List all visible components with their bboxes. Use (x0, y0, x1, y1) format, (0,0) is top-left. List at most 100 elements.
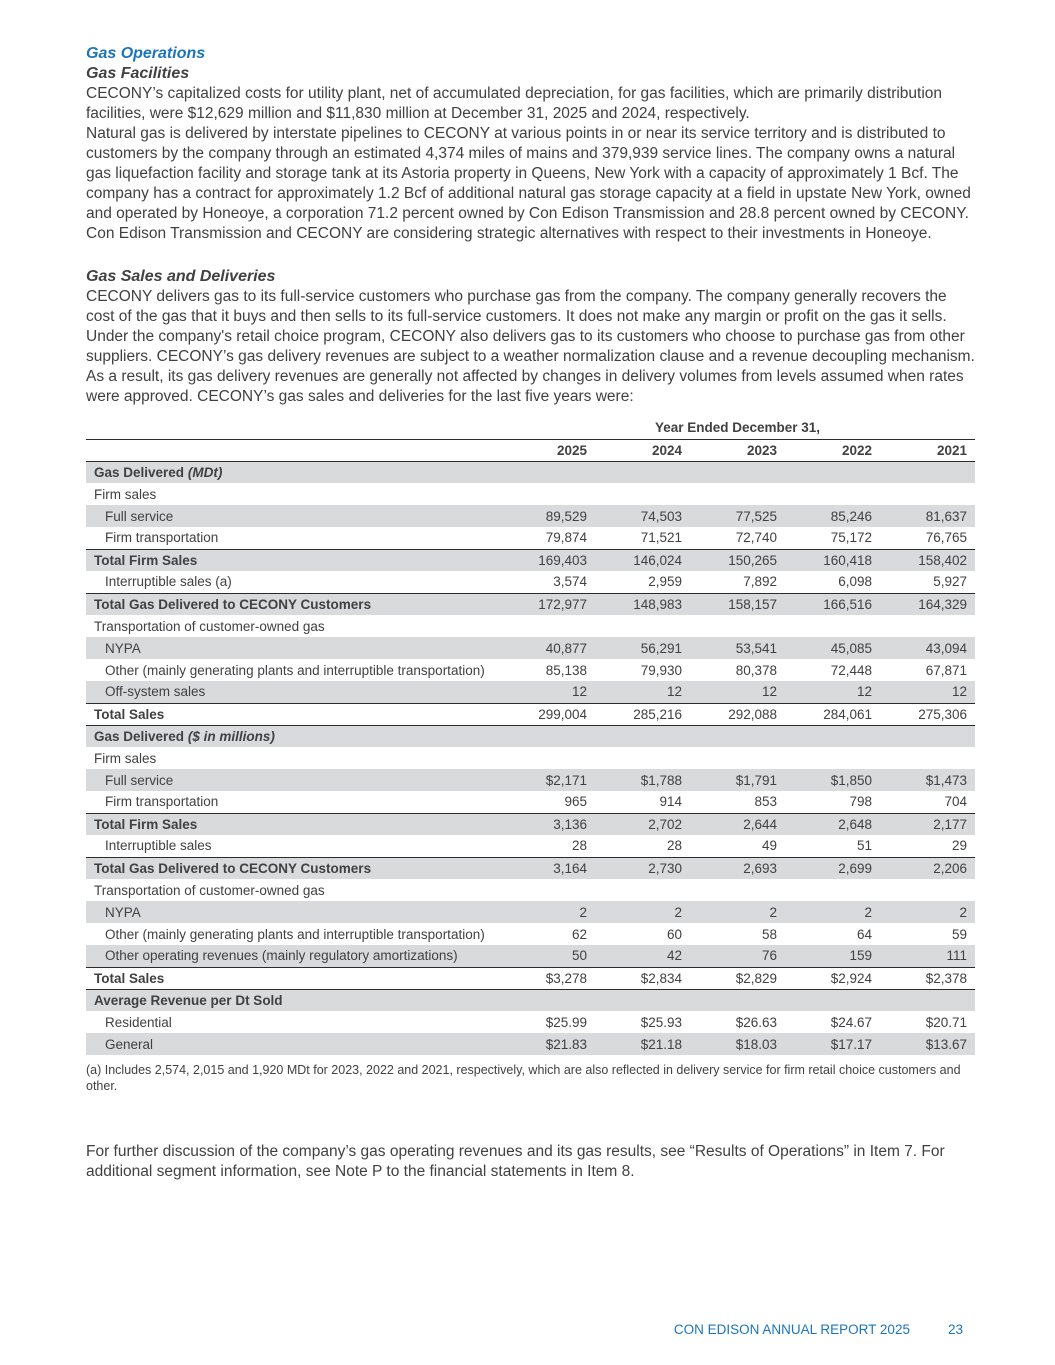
cell-value: $2,378 (880, 966, 976, 990)
cell-value: $13.67 (880, 1033, 976, 1055)
cell-value: 85,246 (785, 505, 880, 527)
cell-value (595, 615, 690, 637)
table-row-total-gas-delivered-to-cecony-customers: Total Gas Delivered to CECONY Customers 1… (86, 592, 976, 615)
year-column-header: 2022 (785, 439, 880, 462)
cell-value: 2,959 (648, 574, 682, 590)
cell-value (880, 483, 975, 505)
table-row-total-firm-sales: Total Firm Sales 3,136 2,702 2,644 2,648 2,17… (86, 812, 976, 835)
row-label: Firm sales (94, 750, 157, 766)
cell-value: 3,136 (500, 812, 595, 835)
table-row-other-mainly-generating-plants-and-interruptible-transportation: Other (mainly generating plants and inte… (86, 923, 975, 945)
cell-value: 164,329 (880, 592, 976, 615)
row-label: Other (mainly generating plants and inte… (105, 926, 485, 942)
table-row-full-service: Full service 89,529 74,503 77,525 85,246 81,6… (86, 505, 976, 527)
cell-value: 160,418 (785, 548, 880, 571)
cell-value: 2,644 (690, 812, 785, 835)
table-row-off-system-sales: Off-system sales 12 12 12 12 12 (86, 681, 976, 703)
cell-value: 29 (951, 838, 968, 854)
table-row-gas-delivered-in-millions: Gas Delivered ($ in millions) (86, 725, 976, 747)
cell-value: $1,850 (785, 769, 880, 791)
cell-value: 72,740 (735, 530, 777, 546)
cell-value: $2,829 (690, 966, 785, 990)
cell-value (785, 461, 880, 483)
table-row-other-operating-revenues-mainly-regulatory-amortizations: Other operating revenues (mainly regulat… (86, 945, 976, 967)
cell-value: 40,877 (500, 637, 595, 659)
table-row-firm-transportation: Firm transportation 965 914 853 798 704 (86, 791, 975, 813)
cell-value: 45,085 (785, 637, 880, 659)
table-years-row: 2025 2024 2023 2022 2021 (86, 439, 976, 462)
cell-value: 3,574 (553, 574, 587, 590)
cell-value: 6,098 (838, 574, 872, 590)
cell-value (690, 725, 785, 747)
empty-header-cell (86, 417, 500, 440)
cell-value: 85,138 (545, 662, 587, 678)
cell-value: $21.18 (595, 1033, 690, 1055)
cell-value: 64 (856, 926, 872, 942)
cell-value: 2 (500, 901, 595, 923)
cell-value (595, 747, 690, 769)
page-footer: CON EDISON ANNUAL REPORT 2025 23 (674, 1322, 963, 1337)
cell-value: 292,088 (690, 702, 785, 726)
table-row-firm-transportation: Firm transportation 79,874 71,521 72,740 75,… (86, 527, 975, 549)
para-gas-facilities-1: CECONY’s capitalized costs for utility p… (86, 85, 943, 122)
row-label: Total Gas Delivered to CECONY Customers (86, 592, 500, 615)
footer-page-number: 23 (947, 1322, 963, 1337)
cell-value: 111 (880, 945, 976, 967)
row-label: Transportation of customer-owned gas (94, 882, 325, 898)
cell-value: $26.63 (735, 1014, 777, 1030)
cell-value: 299,004 (500, 702, 595, 726)
cell-value: 146,024 (595, 548, 690, 571)
cell-value: 71,521 (640, 530, 682, 546)
cell-value: $17.17 (785, 1033, 880, 1055)
cell-value: 72,448 (830, 662, 872, 678)
cell-value: 79,874 (545, 530, 587, 546)
heading-gas-sales-deliveries: Gas Sales and Deliveries (86, 268, 276, 285)
table-row-nypa: NYPA 40,877 56,291 53,541 45,085 43,094 (86, 637, 976, 659)
row-label: NYPA (86, 637, 500, 659)
cell-value: $2,834 (595, 966, 690, 990)
cell-value: $1,788 (595, 769, 690, 791)
row-label: Total Firm Sales (86, 548, 500, 571)
cell-value: 89,529 (500, 505, 595, 527)
table-row-residential: Residential $25.99 $25.93 $26.63 $24.67 $20.7… (86, 1011, 975, 1033)
cell-value (500, 989, 595, 1011)
cell-value: 28 (666, 838, 682, 854)
cell-value: 56,291 (595, 637, 690, 659)
cell-value: 7,892 (743, 574, 777, 590)
cell-value: 2,206 (880, 856, 976, 879)
row-label: Full service (86, 505, 500, 527)
cell-value (595, 879, 690, 901)
cell-value (500, 725, 595, 747)
cell-value: $1,791 (690, 769, 785, 791)
cell-value: 172,977 (500, 592, 595, 615)
row-label: Average Revenue per Dt Sold (86, 989, 500, 1011)
cell-value: 169,403 (500, 548, 595, 571)
cell-value: 74,503 (595, 505, 690, 527)
cell-value: 2,730 (595, 856, 690, 879)
cell-value: 80,378 (735, 662, 777, 678)
cell-value (690, 747, 785, 769)
row-label: General (86, 1033, 500, 1055)
cell-value (785, 989, 880, 1011)
table-span-header-row: Year Ended December 31, (86, 417, 976, 440)
row-label: Interruptible sales (a) (105, 574, 232, 590)
cell-value: 853 (754, 794, 777, 810)
cell-value: 51 (856, 838, 872, 854)
cell-value: 285,216 (595, 702, 690, 726)
cell-value: 275,306 (880, 702, 976, 726)
table-row-total-sales: Total Sales 299,004 285,216 292,088 284,061 2… (86, 702, 976, 726)
cell-value: 5,927 (933, 574, 968, 590)
cell-value: 77,525 (690, 505, 785, 527)
gas-sales-deliveries-table: Year Ended December 31, 2025 2024 2023 2022… (86, 417, 976, 1055)
cell-value (880, 879, 975, 901)
cell-value: 76,765 (925, 530, 968, 546)
footer-report-title: CON EDISON ANNUAL REPORT 2025 (673, 1322, 910, 1337)
cell-value (500, 461, 595, 483)
cell-value: 158,157 (690, 592, 785, 615)
cell-value: 79,930 (640, 662, 682, 678)
table-row-total-sales: Total Sales $3,278 $2,834 $2,829 $2,924 $2,37… (86, 966, 976, 990)
table-row-gas-delivered-mdt: Gas Delivered (MDt) (86, 461, 976, 483)
cell-value: 75,172 (830, 530, 872, 546)
empty-header-cell (86, 439, 500, 462)
